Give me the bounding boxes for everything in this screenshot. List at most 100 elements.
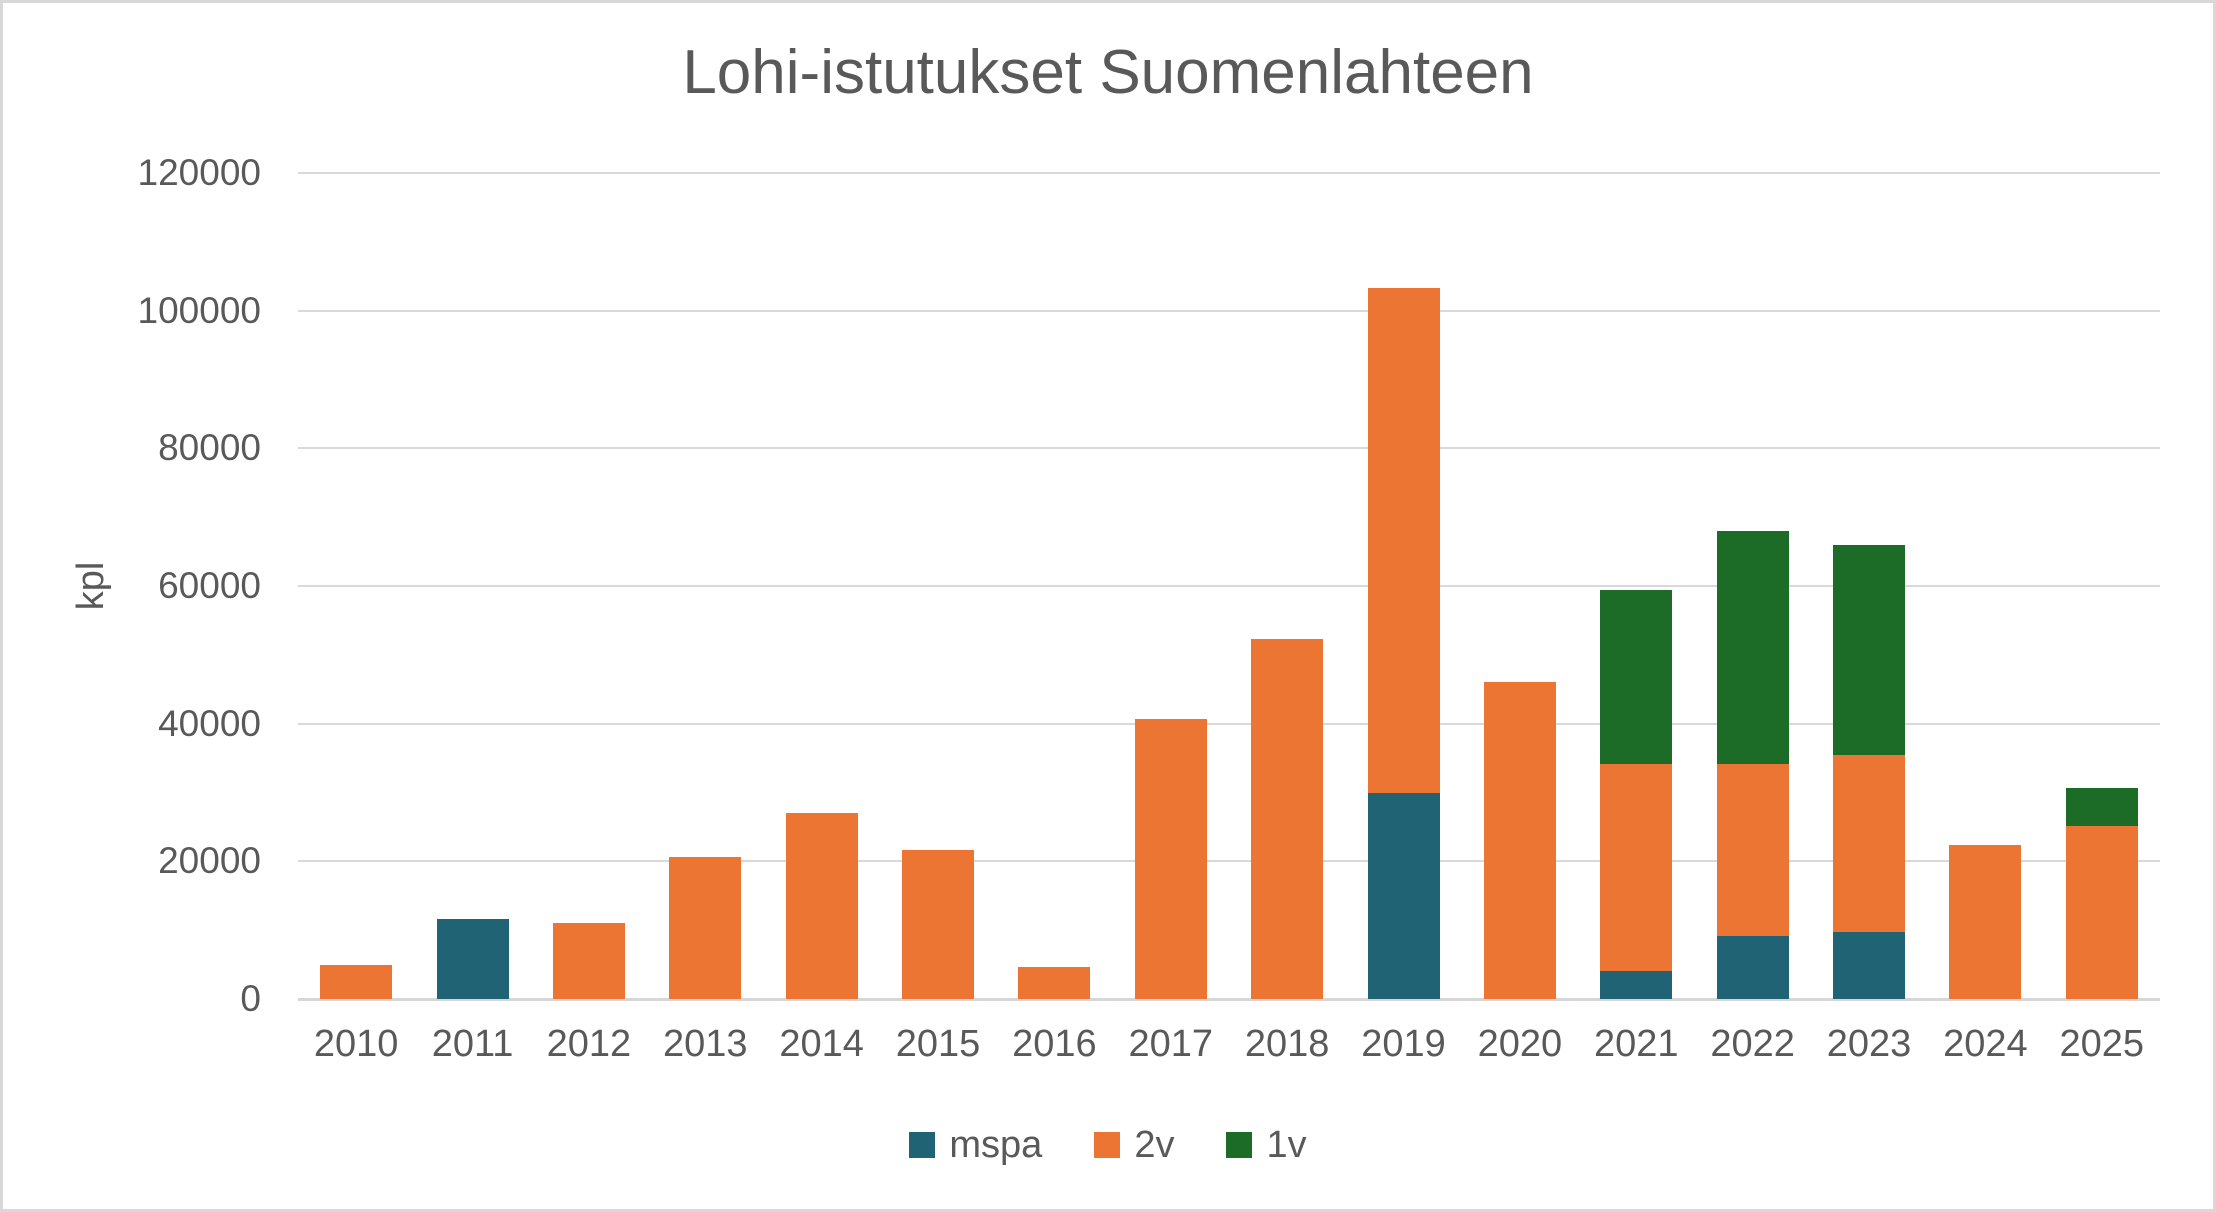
bar-slot-2012 (531, 173, 647, 999)
bar-segment-2v-2019 (1367, 288, 1440, 794)
bar-slot-2016 (996, 173, 1112, 999)
bar-segment-2v-2022 (1716, 763, 1789, 936)
x-tick-label-2024: 2024 (1943, 1023, 2028, 1065)
gridline (298, 585, 2160, 587)
x-tick-label-2014: 2014 (779, 1023, 864, 1065)
bar-stack-2015 (902, 850, 975, 999)
y-tick-label: 0 (240, 978, 261, 1019)
y-tick-label: 80000 (158, 427, 261, 469)
bar-slot-2018 (1229, 173, 1345, 999)
legend-swatch-mspa-icon (909, 1132, 936, 1158)
bar-segment-mspa-2023 (1833, 932, 1906, 999)
legend-item-mspa: mspa (909, 1125, 1042, 1165)
gridline (298, 722, 2160, 725)
legend-label-1v: 1v (1266, 1124, 1307, 1166)
bar-segment-2v-2016 (1018, 967, 1091, 999)
legend-label-mspa: mspa (949, 1124, 1043, 1166)
bar-stack-2016 (1018, 967, 1091, 999)
bar-stack-2011 (436, 918, 509, 999)
y-axis-ticks: 0 20000 40000 60000 80000 100000 120000 (3, 3, 261, 1209)
chart-title: Lohi-istutukset Suomenlahteen (682, 38, 1534, 107)
x-tick-label-2015: 2015 (895, 1023, 981, 1065)
bar-segment-1v-2021 (1600, 589, 1673, 765)
bar-stack-2023 (1833, 545, 1906, 999)
bar-slot-2014 (764, 173, 880, 999)
plot-area (298, 172, 2160, 1001)
x-tick-label-2010: 2010 (313, 1023, 399, 1065)
bar-segment-2v-2024 (1949, 844, 2022, 999)
bar-segment-2v-2021 (1600, 764, 1673, 971)
bar-segment-1v-2025 (2065, 787, 2138, 826)
bar-slot-2022 (1695, 173, 1811, 999)
bar-slot-2010 (298, 173, 414, 999)
bar-segment-2v-2015 (902, 850, 975, 999)
bar-stack-2010 (320, 965, 393, 999)
x-tick-label-2017: 2017 (1128, 1023, 1214, 1065)
bar-segment-2v-2010 (320, 965, 393, 999)
bar-slot-2015 (880, 173, 996, 999)
bar-segment-2v-2017 (1134, 718, 1207, 999)
bar-segment-mspa-2019 (1367, 793, 1440, 999)
bar-segment-2v-2025 (2065, 825, 2138, 999)
bar-segment-2v-2012 (552, 923, 625, 999)
bar-slot-2019 (1345, 173, 1461, 999)
bar-segment-mspa-2022 (1716, 935, 1789, 999)
x-tick-label-2019: 2019 (1361, 1023, 1446, 1065)
x-tick-label-2021: 2021 (1594, 1023, 1679, 1065)
legend-swatch-2v-icon (1094, 1132, 1121, 1158)
bar-stack-2022 (1716, 530, 1789, 999)
bar-slot-2023 (1811, 173, 1927, 999)
y-tick-label: 60000 (158, 565, 261, 606)
gridline (298, 309, 2160, 312)
bar-segment-2v-2013 (669, 857, 742, 999)
bar-stack-2024 (1949, 844, 2022, 999)
bar-stack-2013 (669, 857, 742, 999)
bar-segment-mspa-2021 (1600, 970, 1673, 999)
x-tick-label-2018: 2018 (1244, 1023, 1330, 1065)
bar-stack-2020 (1483, 682, 1556, 999)
x-tick-label-2016: 2016 (1012, 1023, 1097, 1065)
bar-stack-2021 (1600, 589, 1673, 999)
gridline (298, 172, 2160, 174)
x-tick-label-2023: 2023 (1826, 1023, 1912, 1065)
bar-stack-2025 (2065, 787, 2138, 999)
legend-label-2v: 2v (1134, 1124, 1175, 1166)
gridline (298, 860, 2160, 863)
y-tick-label: 120000 (137, 152, 261, 193)
gridline (298, 447, 2160, 450)
legend-swatch-1v-icon (1226, 1132, 1253, 1158)
x-tick-label-2025: 2025 (2059, 1023, 2145, 1065)
bar-segment-2v-2023 (1833, 755, 1906, 933)
legend-item-2v: 2v (1094, 1125, 1174, 1165)
x-tick-label-2022: 2022 (1710, 1023, 1795, 1065)
bar-stack-2018 (1251, 639, 1324, 999)
legend-item-1v: 1v (1226, 1124, 1307, 1166)
bar-stack-2017 (1134, 718, 1207, 999)
bar-segment-1v-2022 (1716, 530, 1789, 764)
x-axis-ticks: 2010 2011 2012 2013 2014 2015 2016 2017 2018 2019… (298, 1021, 2160, 1067)
bar-segment-2v-2018 (1251, 639, 1324, 999)
bar-stack-2019 (1367, 288, 1440, 999)
bar-slot-2011 (414, 173, 530, 999)
bar-segment-2v-2020 (1483, 682, 1556, 999)
x-tick-label-2011: 2011 (431, 1023, 514, 1065)
bar-segment-1v-2023 (1833, 545, 1906, 756)
bar-slot-2020 (1462, 173, 1578, 999)
x-tick-label-2020: 2020 (1477, 1023, 1563, 1065)
y-tick-label: 100000 (137, 289, 261, 331)
bar-stack-2014 (785, 812, 858, 999)
x-tick-label-2012: 2012 (546, 1023, 632, 1065)
bar-slot-2021 (1578, 173, 1694, 999)
bar-segment-mspa-2011 (436, 918, 509, 999)
bar-slot-2017 (1113, 173, 1229, 999)
legend: mspa 2v 1v (3, 1125, 2213, 1165)
bar-segment-2v-2014 (785, 812, 858, 999)
y-tick-label: 40000 (158, 702, 261, 744)
x-axis-baseline (298, 998, 2160, 1001)
bar-slot-2025 (2044, 173, 2160, 999)
bar-stack-2012 (552, 923, 625, 999)
bar-slot-2013 (647, 173, 763, 999)
bar-slot-2024 (1927, 173, 2043, 999)
bar-slots (298, 173, 2160, 999)
